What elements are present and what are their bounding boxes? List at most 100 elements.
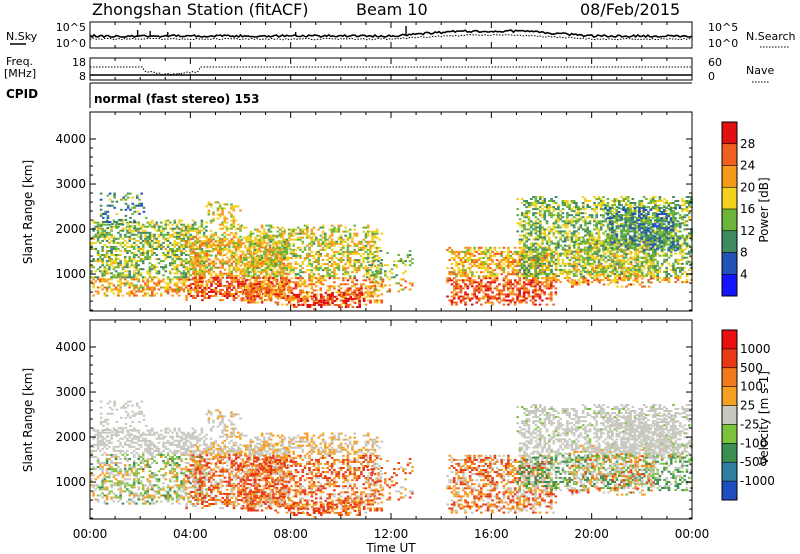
power-cell <box>219 293 222 295</box>
power-cell <box>554 226 558 229</box>
power-cell <box>144 216 148 219</box>
power-cell <box>237 243 240 246</box>
power-cell <box>276 248 280 251</box>
power-cell <box>194 286 197 289</box>
power-cell <box>559 273 562 275</box>
power-cell <box>342 269 345 272</box>
power-cell <box>135 254 138 256</box>
power-cell <box>536 260 540 263</box>
power-cell <box>269 234 273 237</box>
power-cell <box>550 281 553 284</box>
power-cell <box>339 224 343 227</box>
power-cell <box>271 270 274 273</box>
power-cell <box>251 263 255 266</box>
power-cell <box>532 275 535 277</box>
power-cell <box>119 278 122 281</box>
power-cell <box>529 283 533 286</box>
power-cell <box>557 260 560 263</box>
power-cell <box>92 221 95 224</box>
power-cell <box>265 234 268 237</box>
power-cell <box>219 280 222 283</box>
power-cell <box>516 198 519 200</box>
power-cell <box>120 218 123 221</box>
power-cell <box>119 235 122 238</box>
power-cell <box>189 262 192 265</box>
power-cell <box>554 281 558 284</box>
power-cell <box>495 293 499 296</box>
power-cell <box>372 260 376 263</box>
power-cell <box>586 206 589 209</box>
power-cell <box>568 268 571 271</box>
power-cell <box>263 263 266 266</box>
power-cell <box>538 281 542 284</box>
power-cell <box>466 273 470 276</box>
power-cell <box>331 302 334 304</box>
power-cell <box>457 254 461 257</box>
power-cell <box>326 244 329 247</box>
power-cell <box>509 287 512 290</box>
power-cell <box>278 273 282 276</box>
power-cell <box>263 250 266 253</box>
power-cell <box>228 227 231 230</box>
power-cell <box>312 273 316 276</box>
power-cell <box>534 291 537 294</box>
power-cell <box>304 297 307 300</box>
power-cell <box>324 238 327 241</box>
power-cell <box>251 265 255 268</box>
power-cell <box>498 297 501 300</box>
power-cell <box>108 286 111 289</box>
power-cell <box>126 235 129 238</box>
power-cell <box>119 229 122 232</box>
power-cell <box>355 261 359 263</box>
power-cell <box>486 271 490 274</box>
noise-panel: N.Sky 10^5 10^0 10^5 10^0 N.Search <box>6 21 796 50</box>
power-cell <box>249 271 253 274</box>
power-cell <box>141 248 145 250</box>
power-cell <box>561 273 565 275</box>
power-cell <box>493 281 497 284</box>
power-cell <box>137 221 140 224</box>
power-cell <box>139 260 143 263</box>
power-cell <box>230 238 234 241</box>
power-cell <box>495 287 499 290</box>
power-cell <box>110 229 113 232</box>
power-cell <box>272 293 275 296</box>
power-cell <box>446 277 449 280</box>
power-cell <box>525 202 528 204</box>
power-cell <box>169 235 172 238</box>
power-cell <box>326 304 330 306</box>
power-cell <box>283 267 286 270</box>
power-cell <box>121 245 125 248</box>
power-cell <box>198 286 202 289</box>
power-cell <box>554 279 558 281</box>
power-cell <box>209 221 213 224</box>
power-cell <box>171 268 174 271</box>
power-cell <box>216 250 220 253</box>
power-cell <box>221 243 224 246</box>
power-cell <box>477 299 481 302</box>
power-cell <box>287 265 291 268</box>
power-cell <box>453 281 456 284</box>
power-cell <box>477 246 481 249</box>
power-cell <box>593 279 596 281</box>
power-cell <box>232 207 236 210</box>
power-cell <box>310 269 314 272</box>
power-cell <box>364 234 368 237</box>
power-cell <box>269 257 273 259</box>
power-cell <box>266 248 270 251</box>
power-cell <box>256 265 259 268</box>
power-cell <box>257 260 261 263</box>
power-cell <box>175 290 179 293</box>
power-cell <box>192 276 195 279</box>
power-cell <box>581 236 585 239</box>
power-cell <box>511 297 515 300</box>
power-cell <box>545 258 549 261</box>
power-cell <box>267 238 271 241</box>
power-cell <box>504 259 508 261</box>
power-cell <box>221 293 224 295</box>
power-cell <box>520 250 524 253</box>
power-cell <box>160 266 163 269</box>
power-cell <box>281 250 284 253</box>
power-cell <box>223 219 226 222</box>
power-cell <box>369 291 372 294</box>
